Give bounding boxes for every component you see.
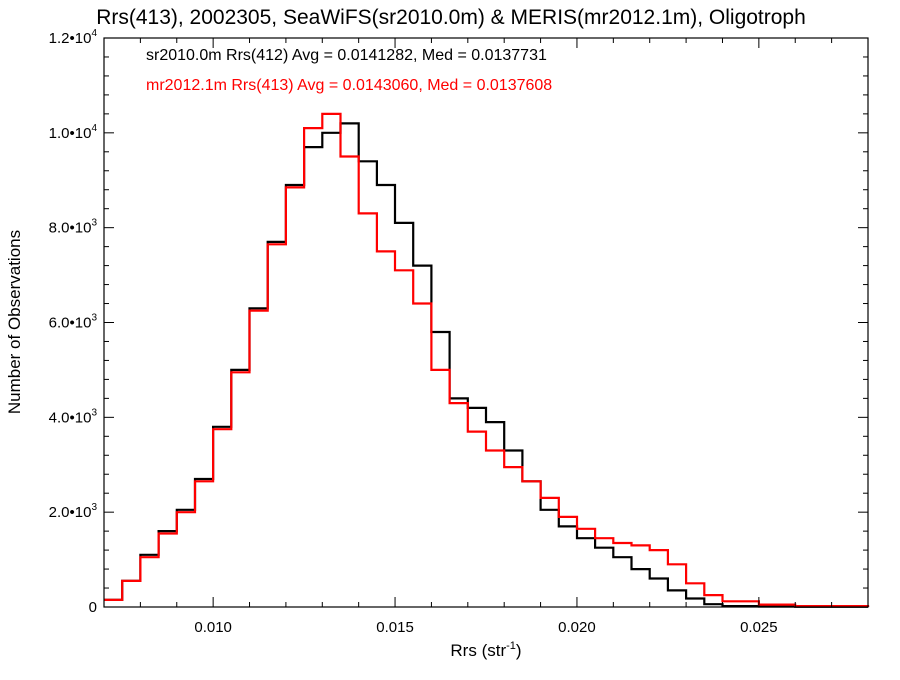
x-axis-label-close: ): [516, 641, 522, 660]
y-tick-mantissa: 1.2•10: [49, 30, 92, 47]
y-tick-mantissa: 0: [89, 599, 97, 616]
y-tick-label: 2.0•103: [49, 502, 98, 521]
y-tick-exponent: 3: [91, 218, 97, 229]
y-tick-mantissa: 1.0•10: [49, 125, 92, 142]
y-tick-mantissa: 8.0•10: [49, 220, 92, 237]
y-tick-label: 1.0•104: [49, 123, 98, 142]
x-axis-label-sup: -1: [506, 640, 516, 652]
series-layer: [104, 112, 870, 608]
x-axis-label: Rrs (str-1): [450, 640, 521, 660]
y-tick-exponent: 3: [91, 313, 97, 324]
y-tick-label: 0: [89, 599, 97, 616]
legend-entry-red: mr2012.1m Rrs(413) Avg = 0.0143060, Med …: [146, 77, 552, 94]
y-tick-label: 1.2•104: [49, 28, 98, 47]
y-tick-label: 6.0•103: [49, 313, 98, 332]
x-axis-label-main: Rrs (str: [450, 641, 506, 660]
legend-entry-black: sr2010.0m Rrs(412) Avg = 0.0141282, Med …: [146, 47, 547, 64]
series-line-0: [104, 122, 870, 608]
x-tick-label: 0.020: [558, 619, 596, 636]
series-line-1: [104, 112, 870, 608]
y-tick-exponent: 3: [91, 407, 97, 418]
y-tick-exponent: 4: [91, 28, 97, 39]
x-tick-label: 0.025: [740, 619, 778, 636]
plot-frame: [103, 37, 869, 608]
chart-title: Rrs(413), 2002305, SeaWiFS(sr2010.0m) & …: [96, 6, 806, 29]
x-tick-label: 0.010: [194, 619, 232, 636]
y-tick-mantissa: 2.0•10: [49, 504, 92, 521]
axis-ticks: 0.010 0.015 0.020 0.02502.0•1034.0•1036.0•1…: [49, 28, 869, 636]
y-tick-label: 8.0•103: [49, 218, 98, 237]
y-tick-mantissa: 6.0•10: [49, 315, 92, 332]
y-tick-label: 4.0•103: [49, 407, 98, 426]
y-tick-mantissa: 4.0•10: [49, 409, 92, 426]
x-tick-label: 0.015: [376, 619, 414, 636]
y-tick-exponent: 4: [91, 123, 97, 134]
y-axis-label: Number of Observations: [5, 230, 24, 414]
y-tick-exponent: 3: [91, 502, 97, 513]
